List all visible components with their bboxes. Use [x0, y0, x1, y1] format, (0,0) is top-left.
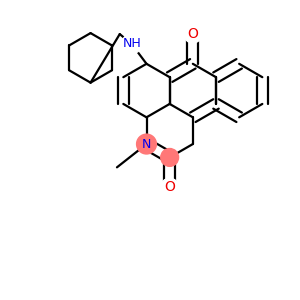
Circle shape — [184, 25, 202, 43]
Text: N: N — [142, 138, 151, 151]
Circle shape — [136, 134, 156, 154]
Circle shape — [122, 34, 142, 54]
Text: O: O — [188, 27, 198, 41]
Circle shape — [161, 148, 178, 166]
Text: O: O — [164, 180, 175, 194]
Circle shape — [161, 178, 178, 196]
Text: NH: NH — [122, 38, 141, 50]
